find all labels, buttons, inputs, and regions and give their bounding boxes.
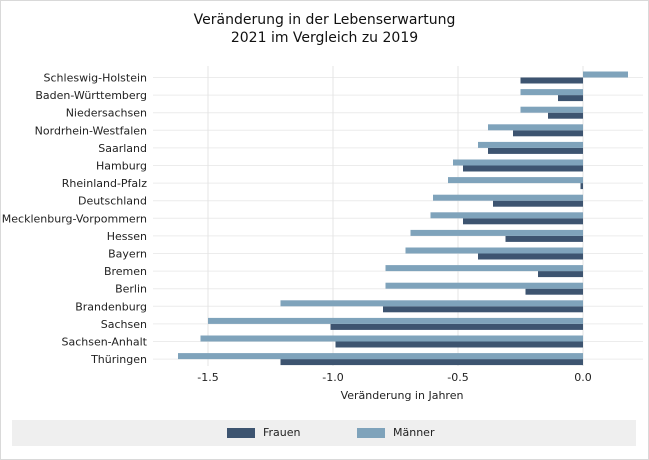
chart-title: Veränderung in der Lebenserwartung 2021 … xyxy=(0,11,649,47)
legend-label-maenner: Männer xyxy=(393,426,435,439)
category-label: Hessen xyxy=(107,230,147,243)
bar-maenner-bayern xyxy=(405,247,583,254)
bar-frauen-hessen xyxy=(505,235,583,242)
category-label: Baden-Württemberg xyxy=(35,89,147,102)
bar-maenner-hessen xyxy=(410,229,583,236)
x-tick-label: -1.5 xyxy=(197,371,218,384)
category-label: Mecklenburg-Vorpommern xyxy=(2,212,147,225)
legend-swatch-frauen xyxy=(227,428,255,438)
bar-maenner-sachsen xyxy=(208,317,583,324)
category-label: Sachsen xyxy=(101,318,147,331)
bar-chart: Schleswig-Holstein Baden-Württemberg Niede… xyxy=(2,66,643,402)
category-label: Bayern xyxy=(108,248,147,261)
bar-frauen-mecklenburg-vorpommern xyxy=(463,218,583,225)
bar-frauen-baden-württemberg xyxy=(558,95,583,102)
category-label: Thüringen xyxy=(90,353,147,366)
bar-maenner-baden-württemberg xyxy=(520,89,583,96)
tick-labels: -1.5 -1.0 -0.5 0.0 xyxy=(197,371,591,384)
bar-maenner-nordrhein-westfalen xyxy=(488,124,583,131)
bar-maenner-sachsen-anhalt xyxy=(200,335,583,342)
x-axis-label: Veränderung in Jahren xyxy=(341,389,464,402)
bar-maenner-saarland xyxy=(478,141,583,148)
bar-frauen-deutschland xyxy=(493,200,583,207)
bar-maenner-thüringen xyxy=(178,353,583,360)
category-label: Sachsen-Anhalt xyxy=(61,336,147,349)
legend: Frauen Männer xyxy=(12,420,636,446)
category-label: Berlin xyxy=(115,283,147,296)
bar-frauen-thüringen xyxy=(280,359,583,366)
bar-maenner-mecklenburg-vorpommern xyxy=(430,212,583,219)
bars xyxy=(178,71,628,366)
bar-frauen-bayern xyxy=(478,253,583,260)
bar-frauen-bremen xyxy=(538,271,583,278)
bar-maenner-niedersachsen xyxy=(520,106,583,113)
x-tick-label: 0.0 xyxy=(574,371,592,384)
bar-frauen-schleswig-holstein xyxy=(520,77,583,84)
chart-title-line-2: 2021 im Vergleich zu 2019 xyxy=(230,30,419,46)
bar-maenner-rheinland-pfalz xyxy=(448,177,583,184)
legend-label-frauen: Frauen xyxy=(263,426,301,439)
category-label: Brandenburg xyxy=(75,300,147,313)
bar-maenner-schleswig-holstein xyxy=(583,71,628,78)
category-label: Schleswig-Holstein xyxy=(44,72,147,85)
category-label: Bremen xyxy=(104,265,147,278)
x-tick-label: -0.5 xyxy=(447,371,468,384)
bar-frauen-sachsen xyxy=(330,323,583,330)
category-label: Deutschland xyxy=(78,195,147,208)
chart-title-line-1: Veränderung in der Lebenserwartung xyxy=(193,12,456,28)
bar-frauen-niedersachsen xyxy=(548,112,583,119)
bar-maenner-brandenburg xyxy=(280,300,583,307)
bar-maenner-bremen xyxy=(385,265,583,272)
legend-swatch-maenner xyxy=(357,428,385,438)
bar-frauen-rheinland-pfalz xyxy=(580,183,583,190)
x-tick-label: -1.0 xyxy=(322,371,343,384)
bar-frauen-hamburg xyxy=(463,165,583,172)
bar-frauen-sachsen-anhalt xyxy=(335,341,583,348)
bar-frauen-brandenburg xyxy=(383,306,583,313)
category-label: Nordrhein-Westfalen xyxy=(35,124,147,137)
bar-frauen-saarland xyxy=(488,147,583,154)
category-label: Saarland xyxy=(98,142,147,155)
category-label: Niedersachsen xyxy=(66,107,147,120)
bar-frauen-nordrhein-westfalen xyxy=(513,130,583,137)
category-label: Rheinland-Pfalz xyxy=(62,177,147,190)
bar-frauen-berlin xyxy=(525,288,583,295)
category-label: Hamburg xyxy=(96,160,147,173)
bar-maenner-berlin xyxy=(385,282,583,289)
category-labels: Schleswig-Holstein Baden-Württemberg Niede… xyxy=(2,72,148,367)
bar-maenner-deutschland xyxy=(433,194,583,201)
bar-maenner-hamburg xyxy=(453,159,583,166)
